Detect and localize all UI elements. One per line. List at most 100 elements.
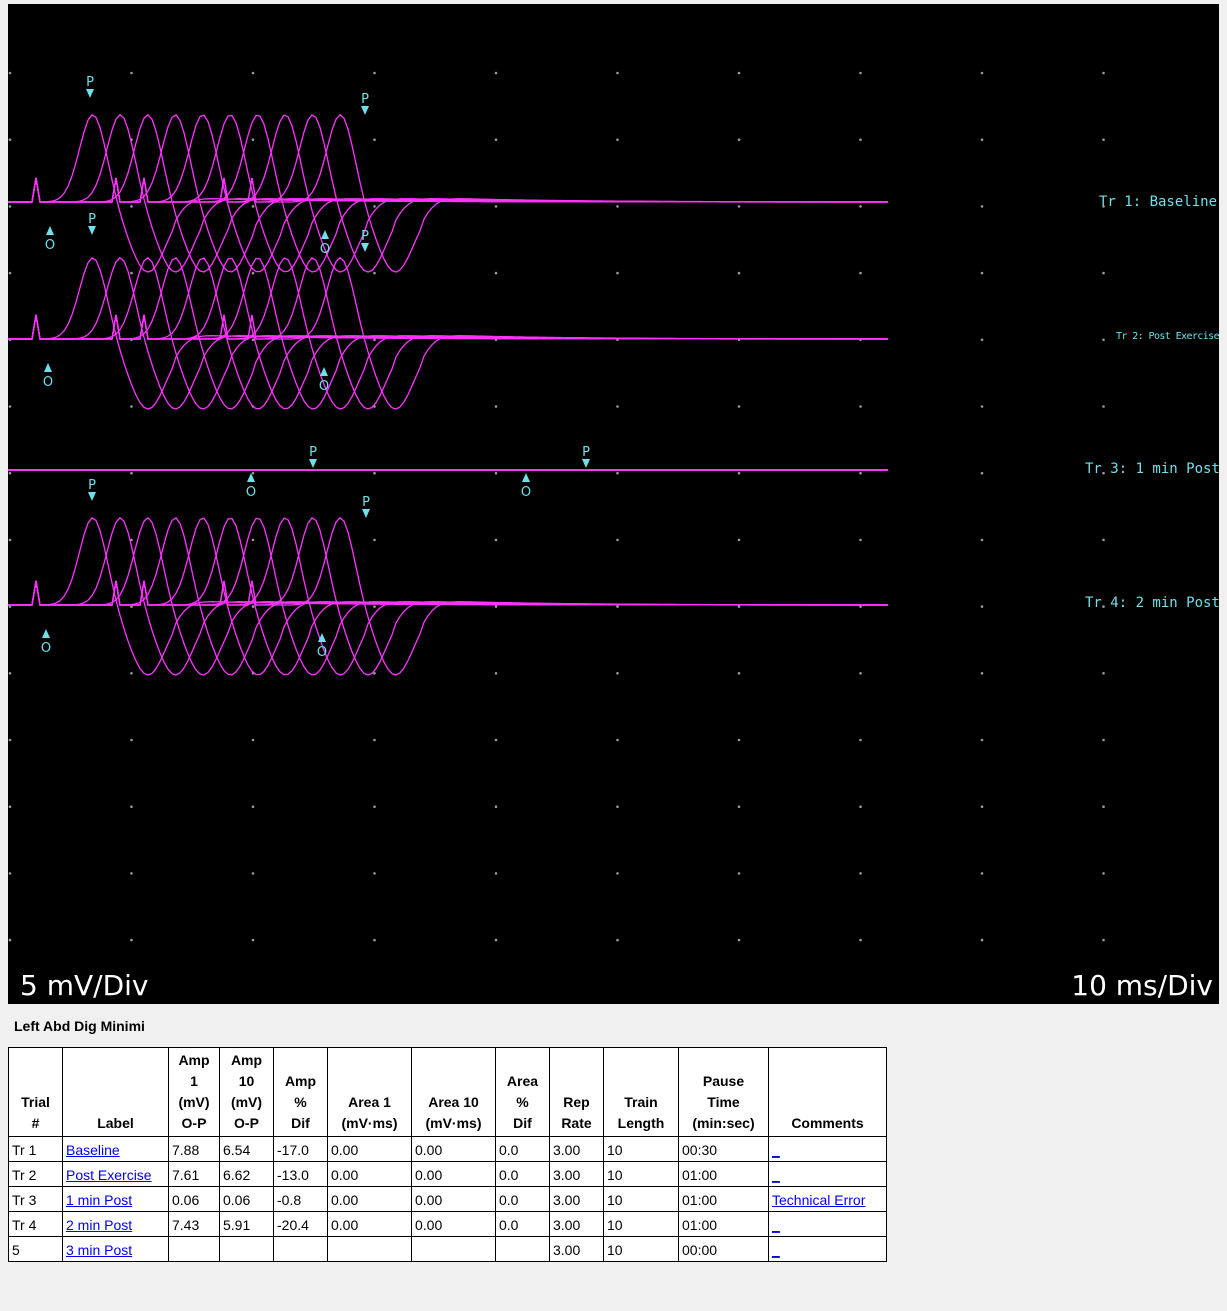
cell-pause-time[interactable]: 01:00 <box>678 1186 769 1212</box>
cell-amp-dif[interactable]: -0.8 <box>273 1186 328 1212</box>
cell-train-length[interactable]: 10 <box>603 1161 679 1187</box>
comment-link[interactable]: _ <box>772 1142 780 1158</box>
cell-rep-rate[interactable]: 3.00 <box>549 1186 604 1212</box>
cell-amp1[interactable] <box>168 1236 220 1262</box>
cell-amp1[interactable]: 7.61 <box>168 1161 220 1187</box>
cell-amp1[interactable]: 7.88 <box>168 1136 220 1162</box>
response-waveform <box>8 257 888 410</box>
cell-label: Post Exercise <box>62 1161 169 1187</box>
trial-label-link[interactable]: 2 min Post <box>66 1217 133 1233</box>
cell-area-dif[interactable]: 0.0 <box>495 1186 550 1212</box>
cell-area10[interactable]: 0.00 <box>411 1186 496 1212</box>
cell-amp-dif[interactable]: -13.0 <box>273 1161 328 1187</box>
cell-amp-dif[interactable]: -20.4 <box>273 1211 328 1237</box>
grid-dot <box>130 405 133 408</box>
column-header-rep-rate: Rep Rate <box>549 1047 604 1137</box>
comment-link[interactable]: Technical Error <box>772 1192 866 1208</box>
cell-pause-time[interactable]: 01:00 <box>678 1211 769 1237</box>
cell-area10[interactable]: 0.00 <box>411 1211 496 1237</box>
column-header-line: Amp <box>230 1052 263 1068</box>
table-header-row: Trial # Label Amp 1 (mV) O-P Amp 10 (mV) O-P Amp% Di… <box>8 1047 887 1137</box>
cell-area1[interactable]: 0.00 <box>327 1211 412 1237</box>
trace-label-tr1[interactable]: Tr 1: Baseline <box>1099 194 1218 210</box>
grid-dot <box>130 872 133 875</box>
cell-rep-rate[interactable]: 3.00 <box>549 1136 604 1162</box>
vertical-scale-label[interactable]: 5 mV/Div <box>20 969 149 1002</box>
cell-pause-time[interactable]: 01:00 <box>678 1161 769 1187</box>
horizontal-scale-label[interactable]: 10 ms/Div <box>1071 969 1213 1002</box>
grid-dot <box>130 471 133 475</box>
cell-area-dif[interactable] <box>495 1236 550 1262</box>
grid-dot <box>130 938 133 942</box>
trial-label-link[interactable]: Post Exercise <box>66 1167 152 1183</box>
grid-dot <box>373 471 376 475</box>
grid-dot <box>1102 938 1105 942</box>
grid-dot <box>737 605 741 608</box>
comment-link[interactable]: _ <box>772 1167 780 1183</box>
trial-label-link[interactable]: 3 min Post <box>66 1242 133 1258</box>
response-waveform <box>8 516 888 676</box>
cell-train-length[interactable]: 10 <box>603 1236 679 1262</box>
column-header-line: (mV) <box>230 1094 263 1110</box>
waveform-display[interactable]: O O P P O O P P O O P P O O P P Tr 1: Baseline Tr 2: Po… <box>8 4 1219 1004</box>
grid-dot <box>859 71 862 75</box>
grid-dot <box>130 205 133 208</box>
column-header-line: Label <box>97 1115 134 1131</box>
column-header-amp10: Amp 10 (mV) O-P <box>219 1047 274 1137</box>
cell-amp1[interactable]: 7.43 <box>168 1211 220 1237</box>
response-waveform <box>8 257 888 410</box>
cell-amp10[interactable] <box>219 1236 274 1262</box>
grid-dot <box>1102 872 1105 875</box>
cell-area10[interactable] <box>411 1236 496 1262</box>
cell-area1[interactable]: 0.00 <box>327 1161 412 1187</box>
cell-amp-dif[interactable] <box>273 1236 328 1262</box>
onset-marker-triangle <box>318 633 326 642</box>
comment-link[interactable]: _ <box>772 1217 780 1233</box>
trial-label-link[interactable]: 1 min Post <box>66 1192 133 1208</box>
peak-marker-triangle <box>582 459 590 468</box>
cell-area1[interactable]: 0.00 <box>327 1136 412 1162</box>
cell-area1[interactable] <box>327 1236 412 1262</box>
cell-area-dif[interactable]: 0.0 <box>495 1136 550 1162</box>
cell-area10[interactable]: 0.00 <box>411 1136 496 1162</box>
cell-trial[interactable]: Tr 4 <box>8 1211 63 1237</box>
onset-marker-triangle <box>247 473 255 482</box>
cell-rep-rate[interactable]: 3.00 <box>549 1161 604 1187</box>
cell-amp10[interactable]: 0.06 <box>219 1186 274 1212</box>
comment-link[interactable]: _ <box>772 1242 780 1258</box>
trace-label-tr2[interactable]: Tr 2: Post Exercise <box>1116 331 1219 342</box>
cell-trial[interactable]: Tr 2 <box>8 1161 63 1187</box>
trial-label-link[interactable]: Baseline <box>66 1142 120 1158</box>
trace-label-tr3[interactable]: Tr 3: 1 min Post <box>1085 461 1219 477</box>
trace-label-tr4[interactable]: Tr 4: 2 min Post <box>1085 595 1219 611</box>
grid-dot <box>859 872 862 875</box>
cell-trial[interactable]: 5 <box>8 1236 63 1262</box>
response-waveform <box>8 517 888 676</box>
grid-dot <box>1102 138 1105 141</box>
cell-pause-time[interactable]: 00:30 <box>678 1136 769 1162</box>
onset-marker-triangle <box>320 367 328 376</box>
cell-rep-rate[interactable]: 3.00 <box>549 1236 604 1262</box>
cell-rep-rate[interactable]: 3.00 <box>549 1211 604 1237</box>
table-row: Tr 1 Baseline 7.88 6.54 -17.0 0.00 0.00 0.0 3.00… <box>8 1136 887 1162</box>
cell-amp10[interactable]: 6.54 <box>219 1136 274 1162</box>
grid-dot <box>251 471 255 475</box>
cell-area10[interactable]: 0.00 <box>411 1161 496 1187</box>
cell-area1[interactable]: 0.00 <box>327 1186 412 1212</box>
cell-amp1[interactable]: 0.06 <box>168 1186 220 1212</box>
cell-trial[interactable]: Tr 1 <box>8 1136 63 1162</box>
cell-amp10[interactable]: 5.91 <box>219 1211 274 1237</box>
column-header-line: Area 10 <box>428 1094 479 1110</box>
cell-train-length[interactable]: 10 <box>603 1211 679 1237</box>
grid-dot <box>494 471 498 475</box>
cell-train-length[interactable]: 10 <box>603 1136 679 1162</box>
cell-pause-time[interactable]: 00:00 <box>678 1236 769 1262</box>
onset-marker-letter: O <box>246 485 256 500</box>
cell-area-dif[interactable]: 0.0 <box>495 1161 550 1187</box>
cell-amp-dif[interactable]: -17.0 <box>273 1136 328 1162</box>
cell-area-dif[interactable]: 0.0 <box>495 1211 550 1237</box>
column-header-line: 10 <box>238 1073 255 1089</box>
cell-trial[interactable]: Tr 3 <box>8 1186 63 1212</box>
cell-amp10[interactable]: 6.62 <box>219 1161 274 1187</box>
cell-train-length[interactable]: 10 <box>603 1186 679 1212</box>
